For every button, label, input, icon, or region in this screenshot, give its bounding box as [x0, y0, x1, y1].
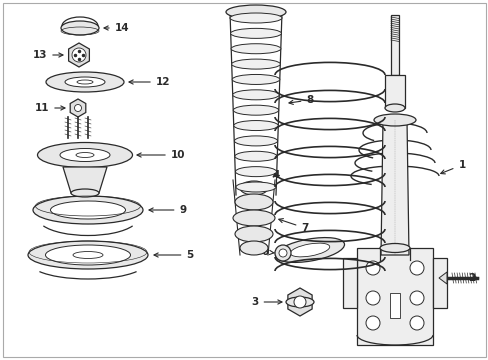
Text: 13: 13	[33, 50, 63, 60]
Ellipse shape	[233, 105, 278, 115]
Ellipse shape	[46, 72, 124, 92]
Circle shape	[409, 261, 423, 275]
Ellipse shape	[290, 243, 329, 257]
Bar	[390, 15, 398, 75]
Ellipse shape	[232, 90, 279, 100]
Circle shape	[365, 316, 379, 330]
Ellipse shape	[71, 189, 99, 197]
Ellipse shape	[61, 21, 99, 35]
Circle shape	[409, 316, 423, 330]
Polygon shape	[68, 43, 89, 67]
Polygon shape	[287, 288, 311, 316]
Ellipse shape	[234, 136, 277, 146]
Polygon shape	[438, 272, 446, 284]
Polygon shape	[63, 167, 107, 193]
Ellipse shape	[275, 238, 344, 262]
Bar	[356, 248, 432, 345]
Ellipse shape	[379, 243, 409, 252]
Circle shape	[279, 249, 286, 257]
Text: 9: 9	[149, 205, 186, 215]
Ellipse shape	[231, 44, 280, 54]
Text: 6: 6	[261, 247, 274, 257]
Ellipse shape	[235, 194, 272, 210]
Ellipse shape	[373, 114, 415, 126]
Text: 10: 10	[137, 150, 185, 160]
Ellipse shape	[72, 48, 86, 62]
Text: 8: 8	[288, 95, 313, 105]
Circle shape	[409, 291, 423, 305]
Ellipse shape	[232, 75, 279, 85]
Circle shape	[293, 296, 305, 308]
Ellipse shape	[285, 297, 313, 307]
Circle shape	[365, 291, 379, 305]
Polygon shape	[380, 120, 408, 255]
Ellipse shape	[229, 13, 282, 23]
Ellipse shape	[45, 245, 130, 265]
Ellipse shape	[240, 181, 267, 195]
Ellipse shape	[234, 151, 277, 161]
Ellipse shape	[225, 5, 285, 19]
Text: 1: 1	[440, 160, 465, 174]
Ellipse shape	[76, 153, 94, 158]
Ellipse shape	[28, 241, 148, 269]
Ellipse shape	[230, 28, 281, 39]
Ellipse shape	[38, 143, 132, 167]
Text: 4: 4	[272, 170, 279, 180]
Ellipse shape	[240, 241, 267, 255]
Text: 11: 11	[35, 103, 65, 113]
Ellipse shape	[33, 196, 142, 224]
Ellipse shape	[235, 226, 272, 242]
Ellipse shape	[77, 80, 93, 84]
Bar	[432, 258, 446, 308]
Text: 7: 7	[278, 219, 308, 233]
Ellipse shape	[235, 167, 276, 177]
Text: 5: 5	[154, 250, 193, 260]
Bar	[342, 258, 356, 308]
Ellipse shape	[60, 149, 110, 162]
Text: 12: 12	[129, 77, 170, 87]
Ellipse shape	[384, 104, 404, 112]
Ellipse shape	[73, 252, 103, 258]
Text: 3: 3	[251, 297, 282, 307]
Ellipse shape	[236, 182, 275, 192]
Bar	[384, 75, 404, 108]
Text: 2: 2	[468, 273, 477, 283]
Polygon shape	[70, 99, 85, 117]
Ellipse shape	[65, 77, 105, 87]
Ellipse shape	[233, 121, 278, 131]
Ellipse shape	[232, 210, 274, 226]
Bar	[389, 293, 399, 318]
Ellipse shape	[50, 201, 125, 219]
Circle shape	[274, 245, 290, 261]
Text: 14: 14	[104, 23, 129, 33]
Ellipse shape	[231, 59, 280, 69]
Circle shape	[365, 261, 379, 275]
Ellipse shape	[74, 104, 81, 112]
